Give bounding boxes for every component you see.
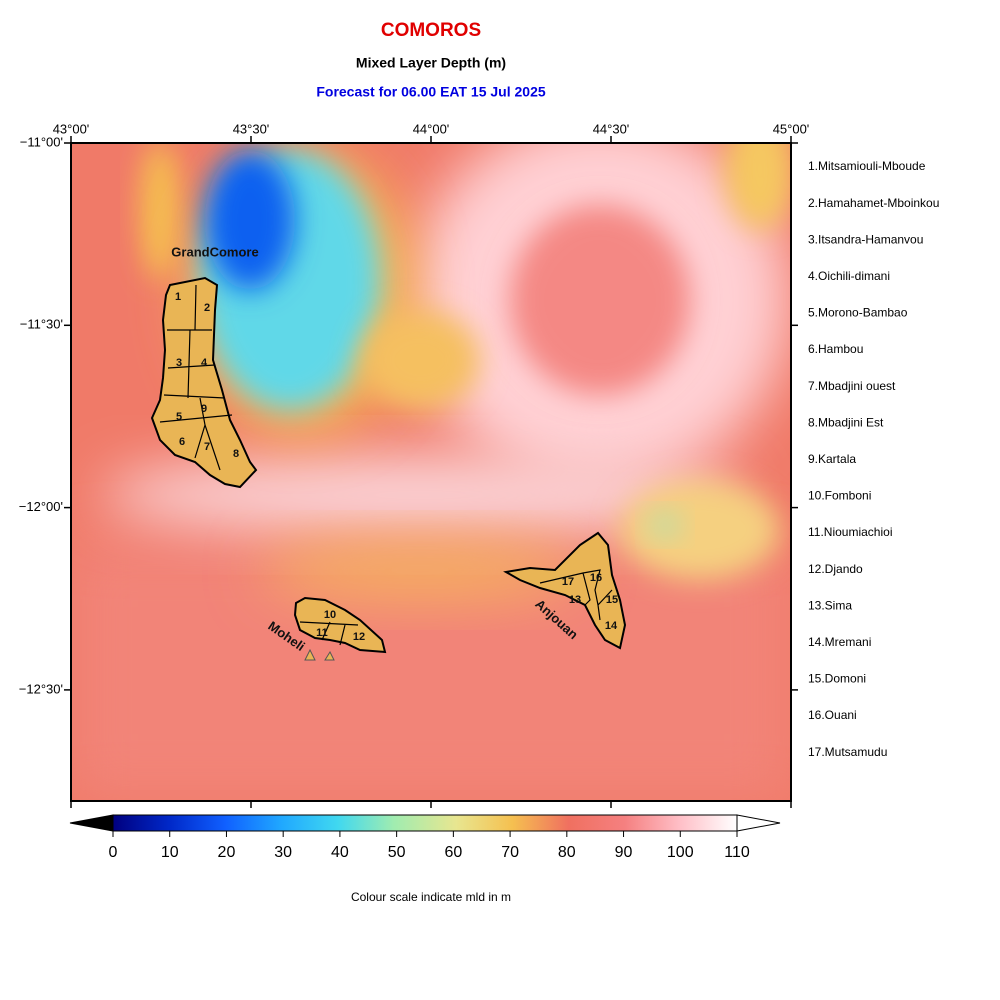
lon-label: 43°30' [233,121,270,136]
legend-item: 14.Mremani [808,635,871,649]
mld-field [71,143,791,801]
region-number: 16 [590,572,602,584]
islands [150,276,627,661]
legend-item: 8.Mbadjini Est [808,415,884,429]
colorbar-tick-label: 100 [667,844,694,861]
colorbar-caption: Colour scale indicate mld in m [351,890,511,904]
colorbar-tick-label: 110 [724,844,750,861]
region-number: 11 [316,627,328,639]
island-label: GrandComore [171,244,258,259]
lon-label: 44°30' [593,121,630,136]
legend-item: 15.Domoni [808,672,866,686]
colorbar-tick-label: 70 [501,844,519,861]
lat-label: −12°30' [19,681,63,696]
legend-item: 9.Kartala [808,452,856,466]
legend-item: 5.Morono-Bambao [808,306,908,320]
graticule-ticks [64,136,798,808]
region-number: 1 [175,291,181,303]
region-number: 12 [353,631,365,643]
legend-item: 7.Mbadjini ouest [808,379,896,393]
legend-item: 6.Hambou [808,342,863,356]
forecast: Forecast for 06.00 EAT 15 Jul 2025 [316,84,546,100]
region-number: 2 [204,302,210,314]
colorbar [112,814,738,832]
region-number: 14 [605,620,618,632]
lat-label: −11°00' [20,134,63,149]
region-number: 13 [569,594,581,606]
legend-item: 2.Hamahamet-Mboinkou [808,196,939,210]
colorbar-under [69,814,114,832]
region-number: 9 [201,403,207,415]
region-number: 3 [176,357,182,369]
colorbar-tick-label: 40 [331,844,349,861]
legend-item: 3.Itsandra-Hamanvou [808,232,923,246]
colorbar-tick-label: 60 [444,844,462,861]
region-number: 4 [201,357,208,369]
region-number: 8 [233,448,239,460]
region-number: 7 [204,441,210,453]
legend-item: 16.Ouani [808,708,857,722]
region-number: 5 [176,411,182,423]
lon-label: 45°00' [773,121,810,136]
colorbar-tick-label: 10 [161,844,179,861]
region-number: 6 [179,436,185,448]
subtitle: Mixed Layer Depth (m) [356,55,506,71]
lat-label: −12°00' [19,499,63,514]
legend-item: 11.Nioumiachioi [808,525,893,539]
colorbar-over [736,814,781,832]
legend-item: 4.Oichili-dimani [808,269,890,283]
colorbar-tick-label: 0 [109,844,118,861]
title: COMOROS [381,20,481,41]
colorbar-tick-label: 30 [274,844,292,861]
colorbar-tick-label: 90 [615,844,633,861]
legend-item: 13.Sima [808,598,852,612]
colorbar-tick-label: 50 [388,844,406,861]
lat-label: −11°30' [20,317,63,332]
legend-item: 10.Fomboni [808,489,871,503]
legend-item: 12.Djando [808,562,863,576]
lon-label: 44°00' [413,121,450,136]
region-number: 10 [324,609,336,621]
colorbar-tick-label: 20 [218,844,236,861]
region-number: 15 [606,594,618,606]
legend-item: 17.Mutsamudu [808,745,887,759]
legend-item: 1.Mitsamiouli-Mboude [808,159,926,173]
lon-label: 43°00' [53,121,90,136]
region-number: 17 [562,576,574,588]
colorbar-tick-label: 80 [558,844,576,861]
